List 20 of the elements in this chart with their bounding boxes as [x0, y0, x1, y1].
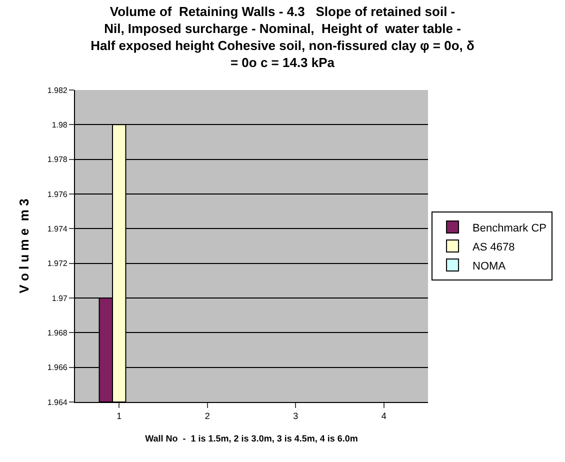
legend-label: NOMA — [472, 260, 506, 272]
legend-label: Benchmark CP — [472, 222, 547, 234]
legend-label: AS 4678 — [472, 241, 515, 254]
x-tick-label: 3 — [293, 410, 298, 421]
x-axis-title: Wall No - 1 is 1.5m, 2 is 3.0m, 3 is 4.5m, 4 is 6.0m — [145, 434, 358, 444]
y-tick-label: 1.98 — [52, 120, 68, 130]
y-tick-label: 1.968 — [47, 328, 68, 338]
y-axis-title: V o l u m e m 3 — [16, 198, 32, 294]
y-tick-label: 1.966 — [47, 363, 68, 372]
chart-title: Volume of Retaining Walls - 4.3 Slope of retained soil - Nil, Imposed surcharge - Nominal, Height of water table - Half exposed height Cohesive soil, non-fissured clay φ = 0o, δ = 0o c = 14.3 kPa — [90, 4, 475, 70]
y-tick-label: 1.976 — [47, 190, 68, 199]
y-tick-label: 1.982 — [47, 86, 68, 95]
x-tick-label: 1 — [116, 410, 122, 421]
x-tick-label: 4 — [381, 410, 386, 421]
x-tick-label: 2 — [204, 410, 210, 421]
y-tick-label: 1.978 — [47, 155, 68, 164]
y-tick-label: 1.972 — [47, 259, 68, 268]
y-tick-label: 1.974 — [47, 224, 68, 234]
y-tick-label: 1.97 — [52, 294, 68, 303]
y-tick-label: 1.964 — [47, 398, 68, 407]
